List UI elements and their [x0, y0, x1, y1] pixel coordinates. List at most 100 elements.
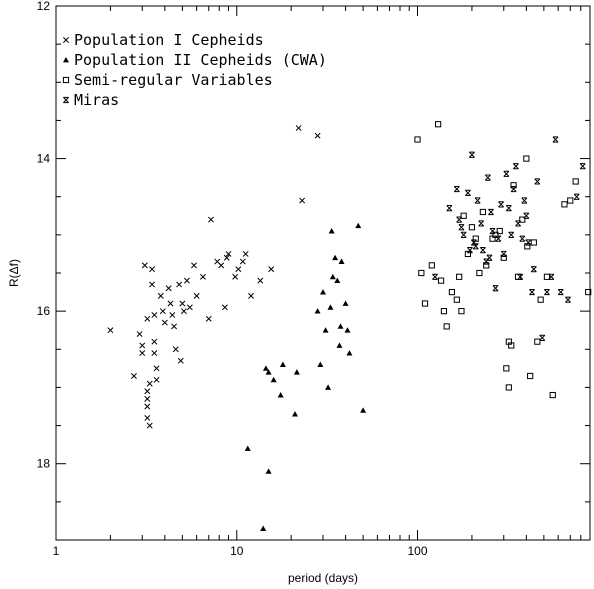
data-point-cross — [239, 258, 246, 265]
data-point-square — [519, 216, 526, 223]
data-point-star — [565, 296, 571, 303]
data-point-cross — [218, 262, 225, 269]
ticks-layer: 1 10 100 12 14 16 18 — [37, 0, 591, 558]
data-point-star — [432, 273, 438, 280]
data-point-star — [472, 243, 479, 250]
data-point-square — [508, 342, 515, 349]
data-point-triangle — [317, 361, 324, 367]
data-point-star — [529, 288, 535, 296]
data-point-cross — [169, 312, 176, 318]
data-point-square — [543, 273, 551, 280]
data-point-square — [549, 391, 556, 399]
data-point-square — [561, 201, 568, 208]
data-point-cross — [149, 266, 156, 273]
data-point-cross — [179, 300, 186, 307]
data-point-cross — [144, 315, 151, 322]
data-point-triangle — [342, 300, 349, 306]
data-point-square — [468, 224, 476, 231]
data-point-square — [585, 288, 592, 296]
data-point-square — [476, 269, 483, 277]
data-point-star — [505, 205, 512, 212]
y-tick-label: 14 — [37, 152, 51, 166]
data-point-cross — [165, 285, 172, 292]
data-point-triangle — [320, 289, 326, 295]
data-point-cross — [144, 395, 151, 402]
data-point-square — [440, 308, 448, 315]
data-point-cross — [257, 277, 264, 284]
data-point-star — [470, 239, 477, 246]
data-point-triangle — [334, 277, 341, 284]
data-point-cross — [144, 388, 151, 395]
data-point-cross — [153, 365, 160, 372]
x-tick-label: 100 — [407, 544, 427, 558]
data-point-square — [428, 262, 435, 269]
data-point-cross — [191, 262, 197, 269]
data-point-cross — [167, 300, 174, 307]
data-point-star — [534, 178, 541, 185]
data-point-star — [521, 197, 528, 204]
data-point-cross — [177, 357, 184, 364]
data-point-cross — [232, 273, 239, 280]
data-point-star — [579, 163, 586, 170]
x-axis-label: period (days) — [288, 571, 358, 585]
data-point-triangle — [314, 308, 321, 314]
data-point-cross — [139, 350, 146, 357]
data-point-cross — [159, 308, 166, 315]
data-point-star — [539, 334, 546, 341]
data-point-star — [464, 189, 471, 196]
data-point-star — [498, 201, 505, 208]
data-point-triangle — [336, 342, 343, 348]
legend: Population I Cepheids Population II Cephe… — [62, 31, 327, 109]
data-point-cross — [176, 281, 183, 288]
x-tick-label: 10 — [230, 544, 244, 558]
data-point-triangle — [360, 407, 367, 413]
data-point-star — [478, 220, 485, 227]
data-point-cross — [153, 376, 160, 383]
data-point-triangle — [332, 254, 339, 261]
data-point-square — [453, 296, 460, 303]
data-point-star — [466, 247, 473, 254]
data-point-cross — [299, 197, 306, 204]
data-point-star — [456, 216, 463, 223]
data-point-cross — [183, 277, 190, 284]
data-point-square — [460, 212, 467, 219]
legend-label: Semi-regular Variables — [74, 71, 273, 89]
data-point-triangle — [338, 258, 345, 264]
data-point-square — [421, 300, 429, 307]
data-point-cross — [268, 266, 275, 273]
data-point-square — [503, 365, 510, 372]
data-point-cross — [193, 292, 200, 299]
data-point-star — [489, 227, 496, 235]
data-point-cross — [161, 319, 168, 326]
data-point-square — [505, 384, 512, 391]
data-point-square — [537, 296, 544, 303]
x-tick-label: 1 — [53, 544, 60, 558]
data-point-cross — [314, 132, 321, 139]
y-tick-label: 12 — [37, 0, 51, 13]
data-point-star — [530, 266, 537, 273]
data-point-star — [458, 224, 465, 231]
data-point-cross — [151, 350, 158, 357]
data-point-star — [557, 288, 564, 296]
data-point-square — [567, 197, 574, 204]
data-point-star — [468, 151, 475, 158]
data-point-cross — [248, 292, 255, 299]
data-point-triangle — [328, 228, 335, 234]
data-point-cross — [151, 338, 158, 345]
legend-marker-cross — [63, 37, 69, 43]
data-point-triangle — [337, 323, 344, 329]
data-point-star — [573, 193, 580, 200]
data-point-square — [500, 254, 507, 261]
data-point-square — [418, 269, 425, 277]
data-point-star — [460, 231, 467, 238]
data-point-star — [495, 235, 502, 242]
data-point-square — [492, 231, 499, 238]
data-point-cross — [157, 292, 164, 299]
y-tick-label: 16 — [37, 304, 51, 318]
data-point-triangle — [344, 327, 351, 333]
data-point-square — [456, 273, 463, 280]
data-point-cross — [208, 216, 214, 223]
legend-marker-square — [62, 76, 70, 84]
legend-marker-triangle — [63, 57, 69, 63]
